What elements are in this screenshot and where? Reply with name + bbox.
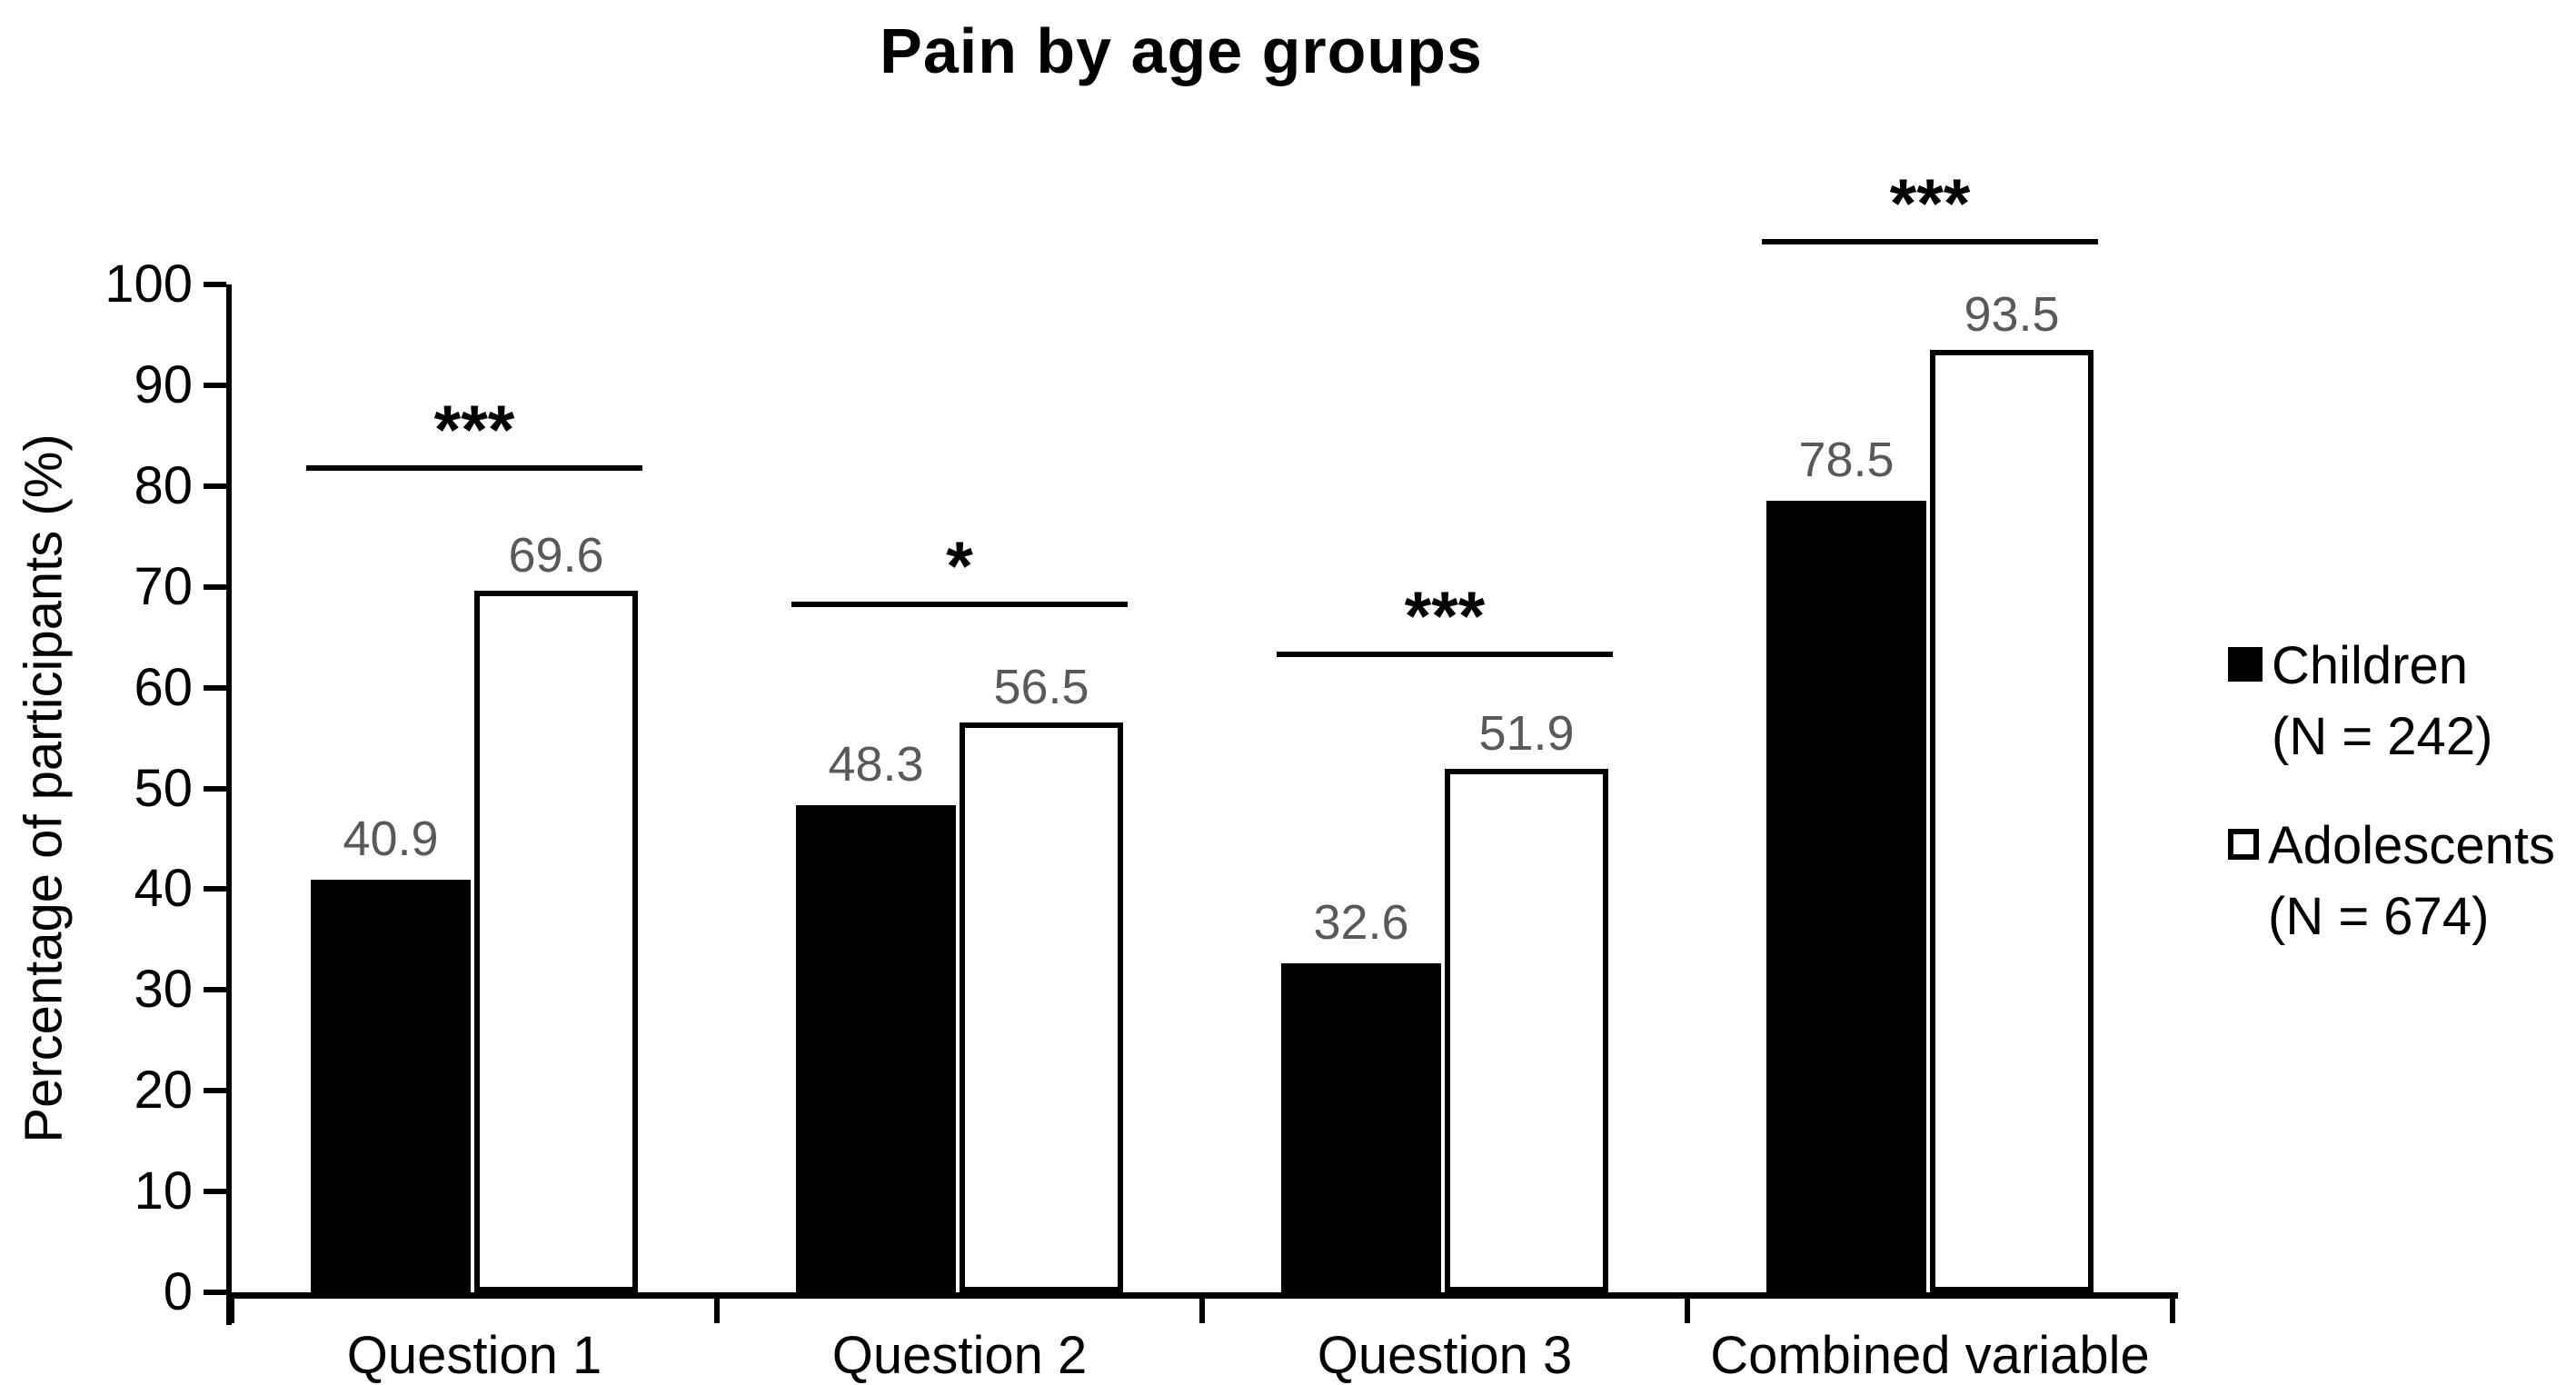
bar-children: 32.6	[1281, 895, 1441, 1292]
legend-entry-children: Children (N = 242)	[2228, 631, 2555, 772]
significance-stars: ***	[1404, 578, 1486, 656]
y-tick	[204, 483, 226, 489]
x-category-label: Question 2	[831, 1326, 1088, 1385]
adolescents-swatch-icon	[2228, 829, 2259, 860]
value-label: 48.3	[828, 737, 924, 792]
bar-group: 32.6 51.9	[1202, 284, 1687, 1292]
y-tick	[204, 987, 226, 993]
value-label: 40.9	[343, 812, 439, 867]
legend-series-name: Adolescents	[2268, 816, 2555, 875]
y-tick	[204, 382, 226, 388]
bar-adolescents: 56.5	[960, 660, 1123, 1292]
y-tick	[204, 1189, 226, 1195]
bar-group: 40.9 69.6	[232, 284, 717, 1292]
legend-series-n: (N = 674)	[2268, 887, 2490, 946]
legend-text-adolescents: Adolescents (N = 674)	[2268, 811, 2555, 952]
y-tick	[204, 684, 226, 691]
plot-area: 40.9 69.6 48.3 56.5 32.6 51.9 78.5 93.5 *** * *** *…	[232, 169, 2173, 1292]
chart-title: Pain by age groups	[880, 15, 1483, 86]
y-tick	[204, 1290, 226, 1295]
y-tick-label: 80	[134, 455, 193, 515]
legend: Children (N = 242) Adolescents (N = 674)	[2228, 631, 2555, 952]
y-tick-label: 0	[163, 1262, 193, 1321]
bar-children: 48.3	[796, 737, 956, 1292]
y-tick-label: 70	[134, 556, 193, 616]
y-axis-line	[226, 284, 232, 1325]
significance-line	[791, 601, 1128, 607]
x-category-label: Question 3	[1317, 1326, 1573, 1385]
significance-line	[306, 465, 642, 472]
y-tick-label: 60	[134, 657, 193, 717]
y-tick-label: 30	[134, 960, 193, 1020]
legend-text-children: Children (N = 242)	[2272, 631, 2492, 772]
bar-children: 78.5	[1766, 433, 1926, 1292]
value-label: 78.5	[1798, 433, 1895, 488]
significance-stars: *	[946, 527, 973, 605]
bar-adolescents: 93.5	[1930, 287, 2094, 1292]
x-axis-line	[226, 1292, 2178, 1299]
significance-line	[1277, 652, 1613, 658]
x-tick	[714, 1299, 720, 1323]
legend-entry-adolescents: Adolescents (N = 674)	[2228, 811, 2555, 952]
significance-stars: ***	[433, 392, 515, 470]
x-category-label: Question 1	[346, 1326, 602, 1385]
bar-children: 40.9	[311, 812, 471, 1292]
y-tick-label: 50	[134, 758, 193, 818]
children-swatch-icon	[2228, 647, 2263, 682]
bar-group: 48.3 56.5	[717, 284, 1202, 1292]
y-tick	[204, 583, 226, 590]
significance-line	[1762, 238, 2098, 244]
legend-series-n: (N = 242)	[2272, 707, 2493, 766]
y-tick-label: 90	[134, 354, 193, 414]
x-tick	[1199, 1299, 1205, 1323]
legend-series-name: Children	[2272, 636, 2468, 695]
y-tick	[204, 1088, 226, 1094]
y-tick-label: 20	[134, 1061, 193, 1121]
value-label: 51.9	[1478, 706, 1575, 762]
y-tick-label: 100	[104, 254, 193, 314]
y-tick	[204, 282, 226, 287]
y-tick-label: 40	[134, 859, 193, 919]
x-tick	[1685, 1299, 1690, 1323]
value-label: 93.5	[1964, 287, 2060, 343]
bar-adolescents: 51.9	[1445, 706, 1608, 1292]
significance-stars: ***	[1889, 164, 1971, 243]
bar-adolescents: 69.6	[474, 528, 638, 1292]
x-tick	[229, 1299, 234, 1323]
value-label: 56.5	[993, 660, 1089, 715]
y-tick	[204, 785, 226, 792]
y-tick-label: 10	[134, 1161, 193, 1221]
y-tick	[204, 886, 226, 892]
bar-group: 78.5 93.5	[1687, 284, 2173, 1292]
x-tick	[2170, 1299, 2175, 1323]
value-label: 69.6	[508, 528, 604, 583]
value-label: 32.6	[1313, 895, 1409, 951]
x-category-label: Combined variable	[1710, 1326, 2150, 1385]
